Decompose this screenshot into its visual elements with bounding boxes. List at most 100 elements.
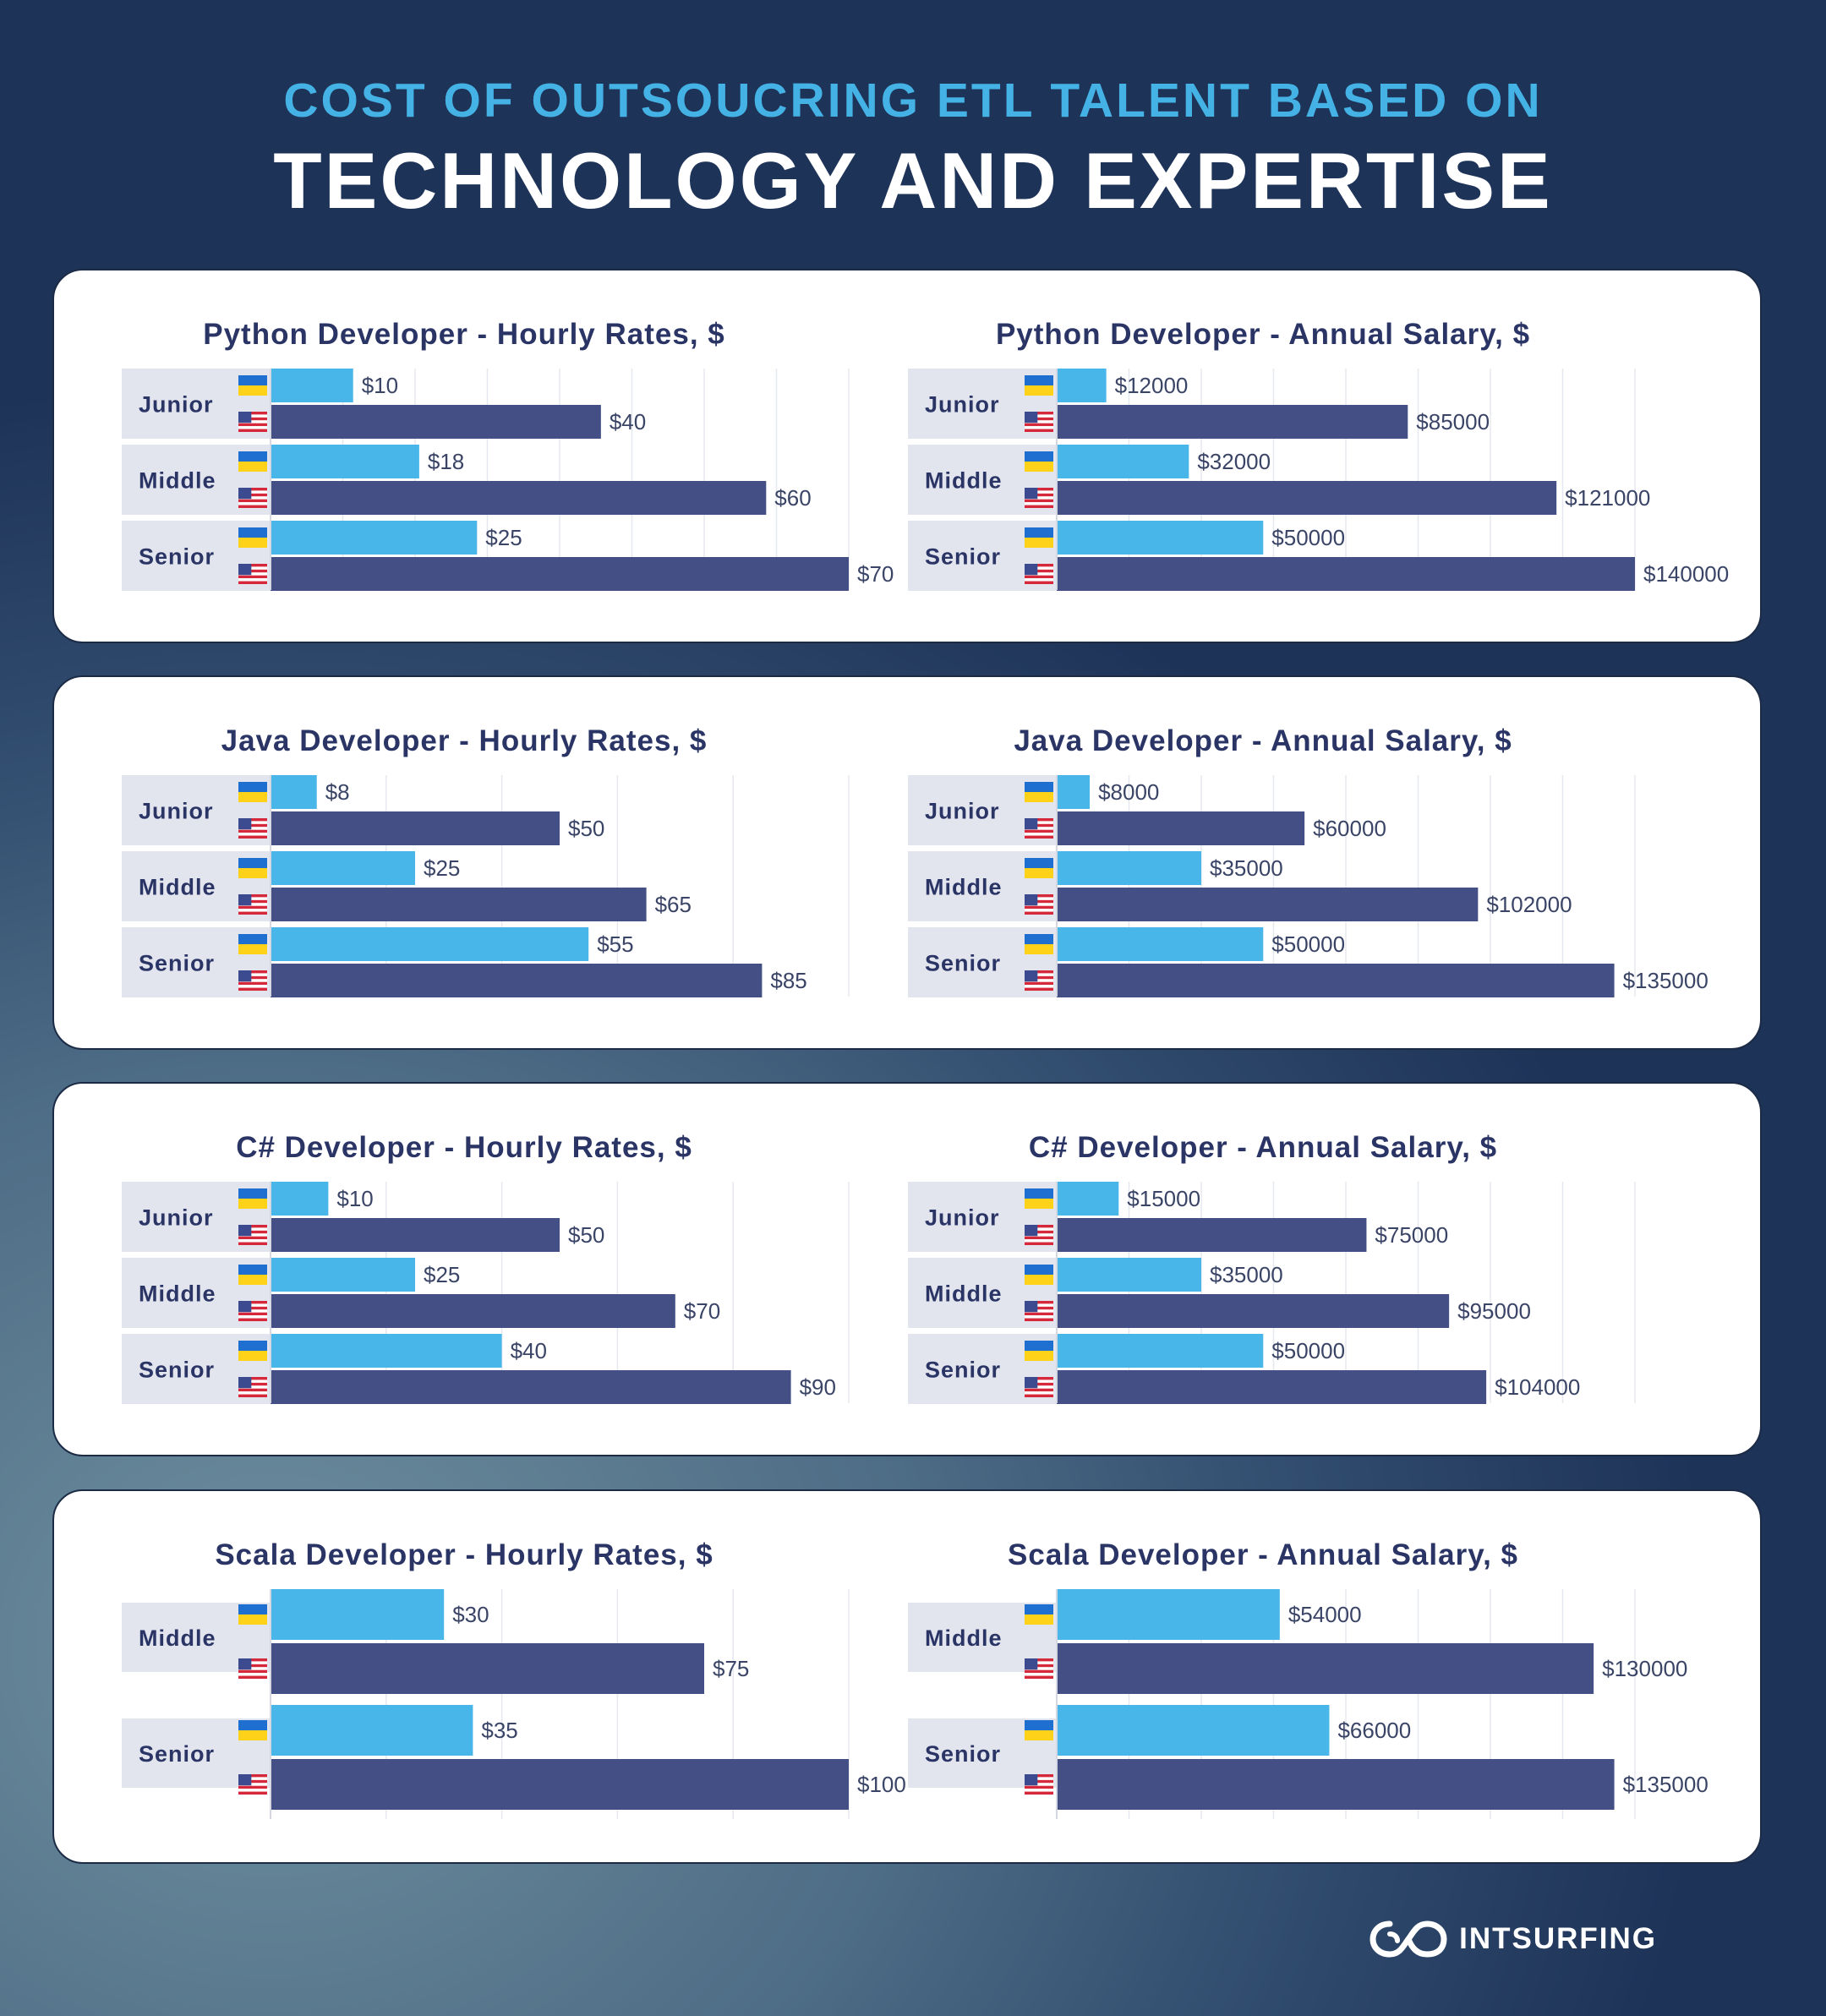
data-label-ukraine: $50000 bbox=[1271, 932, 1345, 957]
chart-title-scala-annual: Scala Developer - Annual Salary, $ bbox=[1008, 1538, 1518, 1571]
bar-usa bbox=[1057, 1643, 1594, 1694]
chart-title-python-annual: Python Developer - Annual Salary, $ bbox=[995, 318, 1531, 351]
data-label-ukraine: $10 bbox=[336, 1186, 373, 1211]
usa-flag-icon bbox=[1025, 412, 1053, 432]
data-label-usa: $50 bbox=[568, 1222, 604, 1248]
bar-ukraine bbox=[1057, 369, 1107, 402]
usa-flag-icon bbox=[1025, 1377, 1053, 1397]
ukraine-flag-icon bbox=[238, 1188, 267, 1209]
ukraine-flag-icon bbox=[238, 782, 267, 802]
chart-title-java-hourly: Java Developer - Hourly Rates, $ bbox=[221, 724, 708, 757]
bar-usa bbox=[1057, 964, 1615, 997]
data-label-usa: $65 bbox=[655, 892, 692, 917]
bar-usa bbox=[271, 1218, 560, 1252]
category-label: Middle bbox=[139, 1625, 216, 1651]
chart-python-hourly: Junior $10 $40 Middle $18 $60 Senior $25 $70 bbox=[122, 369, 894, 591]
bar-usa bbox=[271, 811, 560, 845]
bar-usa bbox=[271, 405, 601, 439]
bar-usa bbox=[1057, 1370, 1487, 1404]
data-label-usa: $70 bbox=[857, 561, 894, 587]
scala-card: Scala Developer - Hourly Rates, $ Scala … bbox=[52, 1489, 1762, 1864]
ukraine-flag-icon bbox=[238, 1720, 267, 1740]
bar-usa bbox=[1057, 811, 1305, 845]
data-label-ukraine: $54000 bbox=[1288, 1602, 1362, 1627]
usa-flag-icon bbox=[238, 1658, 267, 1679]
bar-usa bbox=[1057, 888, 1479, 921]
usa-flag-icon bbox=[1025, 1301, 1053, 1321]
bar-ukraine bbox=[1057, 1589, 1280, 1640]
chart-java-hourly: Junior $8 $50 Middle $25 $65 Senior $55 $85 bbox=[122, 775, 850, 997]
data-label-usa: $40 bbox=[610, 409, 646, 434]
ukraine-flag-icon bbox=[238, 375, 267, 396]
bar-usa bbox=[271, 1643, 704, 1694]
bar-usa bbox=[271, 1370, 791, 1404]
data-label-ukraine: $50000 bbox=[1271, 525, 1345, 550]
category-label: Senior bbox=[925, 544, 1001, 570]
ukraine-flag-icon bbox=[1025, 1188, 1053, 1209]
bar-usa bbox=[271, 1294, 675, 1328]
category-label: Senior bbox=[139, 544, 215, 570]
data-label-usa: $75000 bbox=[1375, 1222, 1448, 1248]
data-label-ukraine: $25 bbox=[485, 525, 522, 550]
category-label: Middle bbox=[925, 1625, 1003, 1651]
data-label-ukraine: $50000 bbox=[1271, 1338, 1345, 1363]
ukraine-flag-icon bbox=[238, 527, 267, 548]
ukraine-flag-icon bbox=[1025, 451, 1053, 472]
bar-ukraine bbox=[271, 1258, 415, 1292]
data-label-ukraine: $32000 bbox=[1197, 449, 1271, 474]
usa-flag-icon bbox=[1025, 894, 1053, 915]
usa-flag-icon bbox=[1025, 1774, 1053, 1795]
usa-flag-icon bbox=[238, 412, 267, 432]
bar-usa bbox=[1057, 481, 1557, 515]
usa-flag-icon bbox=[238, 1774, 267, 1795]
chart-title-python-hourly: Python Developer - Hourly Rates, $ bbox=[203, 318, 725, 351]
bar-usa bbox=[271, 964, 763, 997]
bar-usa bbox=[1057, 1759, 1615, 1810]
data-label-usa: $50 bbox=[568, 816, 604, 841]
data-label-ukraine: $55 bbox=[597, 932, 633, 957]
data-label-ukraine: $15000 bbox=[1127, 1186, 1200, 1211]
usa-flag-icon bbox=[238, 894, 267, 915]
data-label-ukraine: $18 bbox=[428, 449, 464, 474]
chart-title-java-annual: Java Developer - Annual Salary, $ bbox=[1014, 724, 1512, 757]
intsurfing-logo[interactable]: INTSURFING bbox=[1370, 1917, 1657, 1961]
bar-usa bbox=[271, 481, 767, 515]
bar-ukraine bbox=[271, 521, 478, 555]
chart-scala-hourly: Middle $30 $75 Senior $35 $100 bbox=[122, 1589, 906, 1819]
bar-ukraine bbox=[1057, 927, 1264, 961]
category-label: Junior bbox=[139, 799, 214, 824]
bar-usa bbox=[1057, 557, 1635, 591]
data-label-usa: $75 bbox=[713, 1656, 749, 1681]
chart-csharp-hourly: Junior $10 $50 Middle $25 $70 Senior $40 $90 bbox=[122, 1182, 850, 1404]
ukraine-flag-icon bbox=[238, 934, 267, 954]
data-label-usa: $95000 bbox=[1457, 1298, 1531, 1324]
bar-usa bbox=[1057, 1218, 1367, 1252]
data-label-ukraine: $30 bbox=[452, 1602, 489, 1627]
data-label-ukraine: $40 bbox=[511, 1338, 547, 1363]
ukraine-flag-icon bbox=[238, 1604, 267, 1625]
usa-flag-icon bbox=[1025, 818, 1053, 839]
bar-ukraine bbox=[271, 1334, 502, 1368]
usa-flag-icon bbox=[238, 1377, 267, 1397]
logo-text: INTSURFING bbox=[1459, 1922, 1657, 1955]
data-label-usa: $100 bbox=[857, 1772, 906, 1797]
category-label: Senior bbox=[925, 951, 1001, 976]
usa-flag-icon bbox=[1025, 1225, 1053, 1245]
category-label: Senior bbox=[925, 1358, 1001, 1383]
category-label: Junior bbox=[925, 392, 1000, 418]
bar-ukraine bbox=[271, 775, 317, 809]
page-title: TECHNOLOGY AND EXPERTISE bbox=[273, 136, 1553, 225]
data-label-usa: $85 bbox=[770, 968, 806, 993]
data-label-usa: $90 bbox=[800, 1374, 836, 1400]
usa-flag-icon bbox=[238, 1225, 267, 1245]
data-label-usa: $70 bbox=[684, 1298, 720, 1324]
csharp-card: C# Developer - Hourly Rates, $ C# Develo… bbox=[52, 1082, 1762, 1456]
category-label: Middle bbox=[925, 1281, 1003, 1307]
category-label: Senior bbox=[139, 1741, 215, 1767]
chart-csharp-annual: Junior $15000 $75000 Middle $35000 $95000 Seni… bbox=[908, 1182, 1636, 1404]
bar-ukraine bbox=[271, 1182, 329, 1216]
data-label-usa: $135000 bbox=[1623, 968, 1708, 993]
usa-flag-icon bbox=[238, 1301, 267, 1321]
data-label-usa: $121000 bbox=[1565, 485, 1650, 511]
category-label: Senior bbox=[139, 951, 215, 976]
